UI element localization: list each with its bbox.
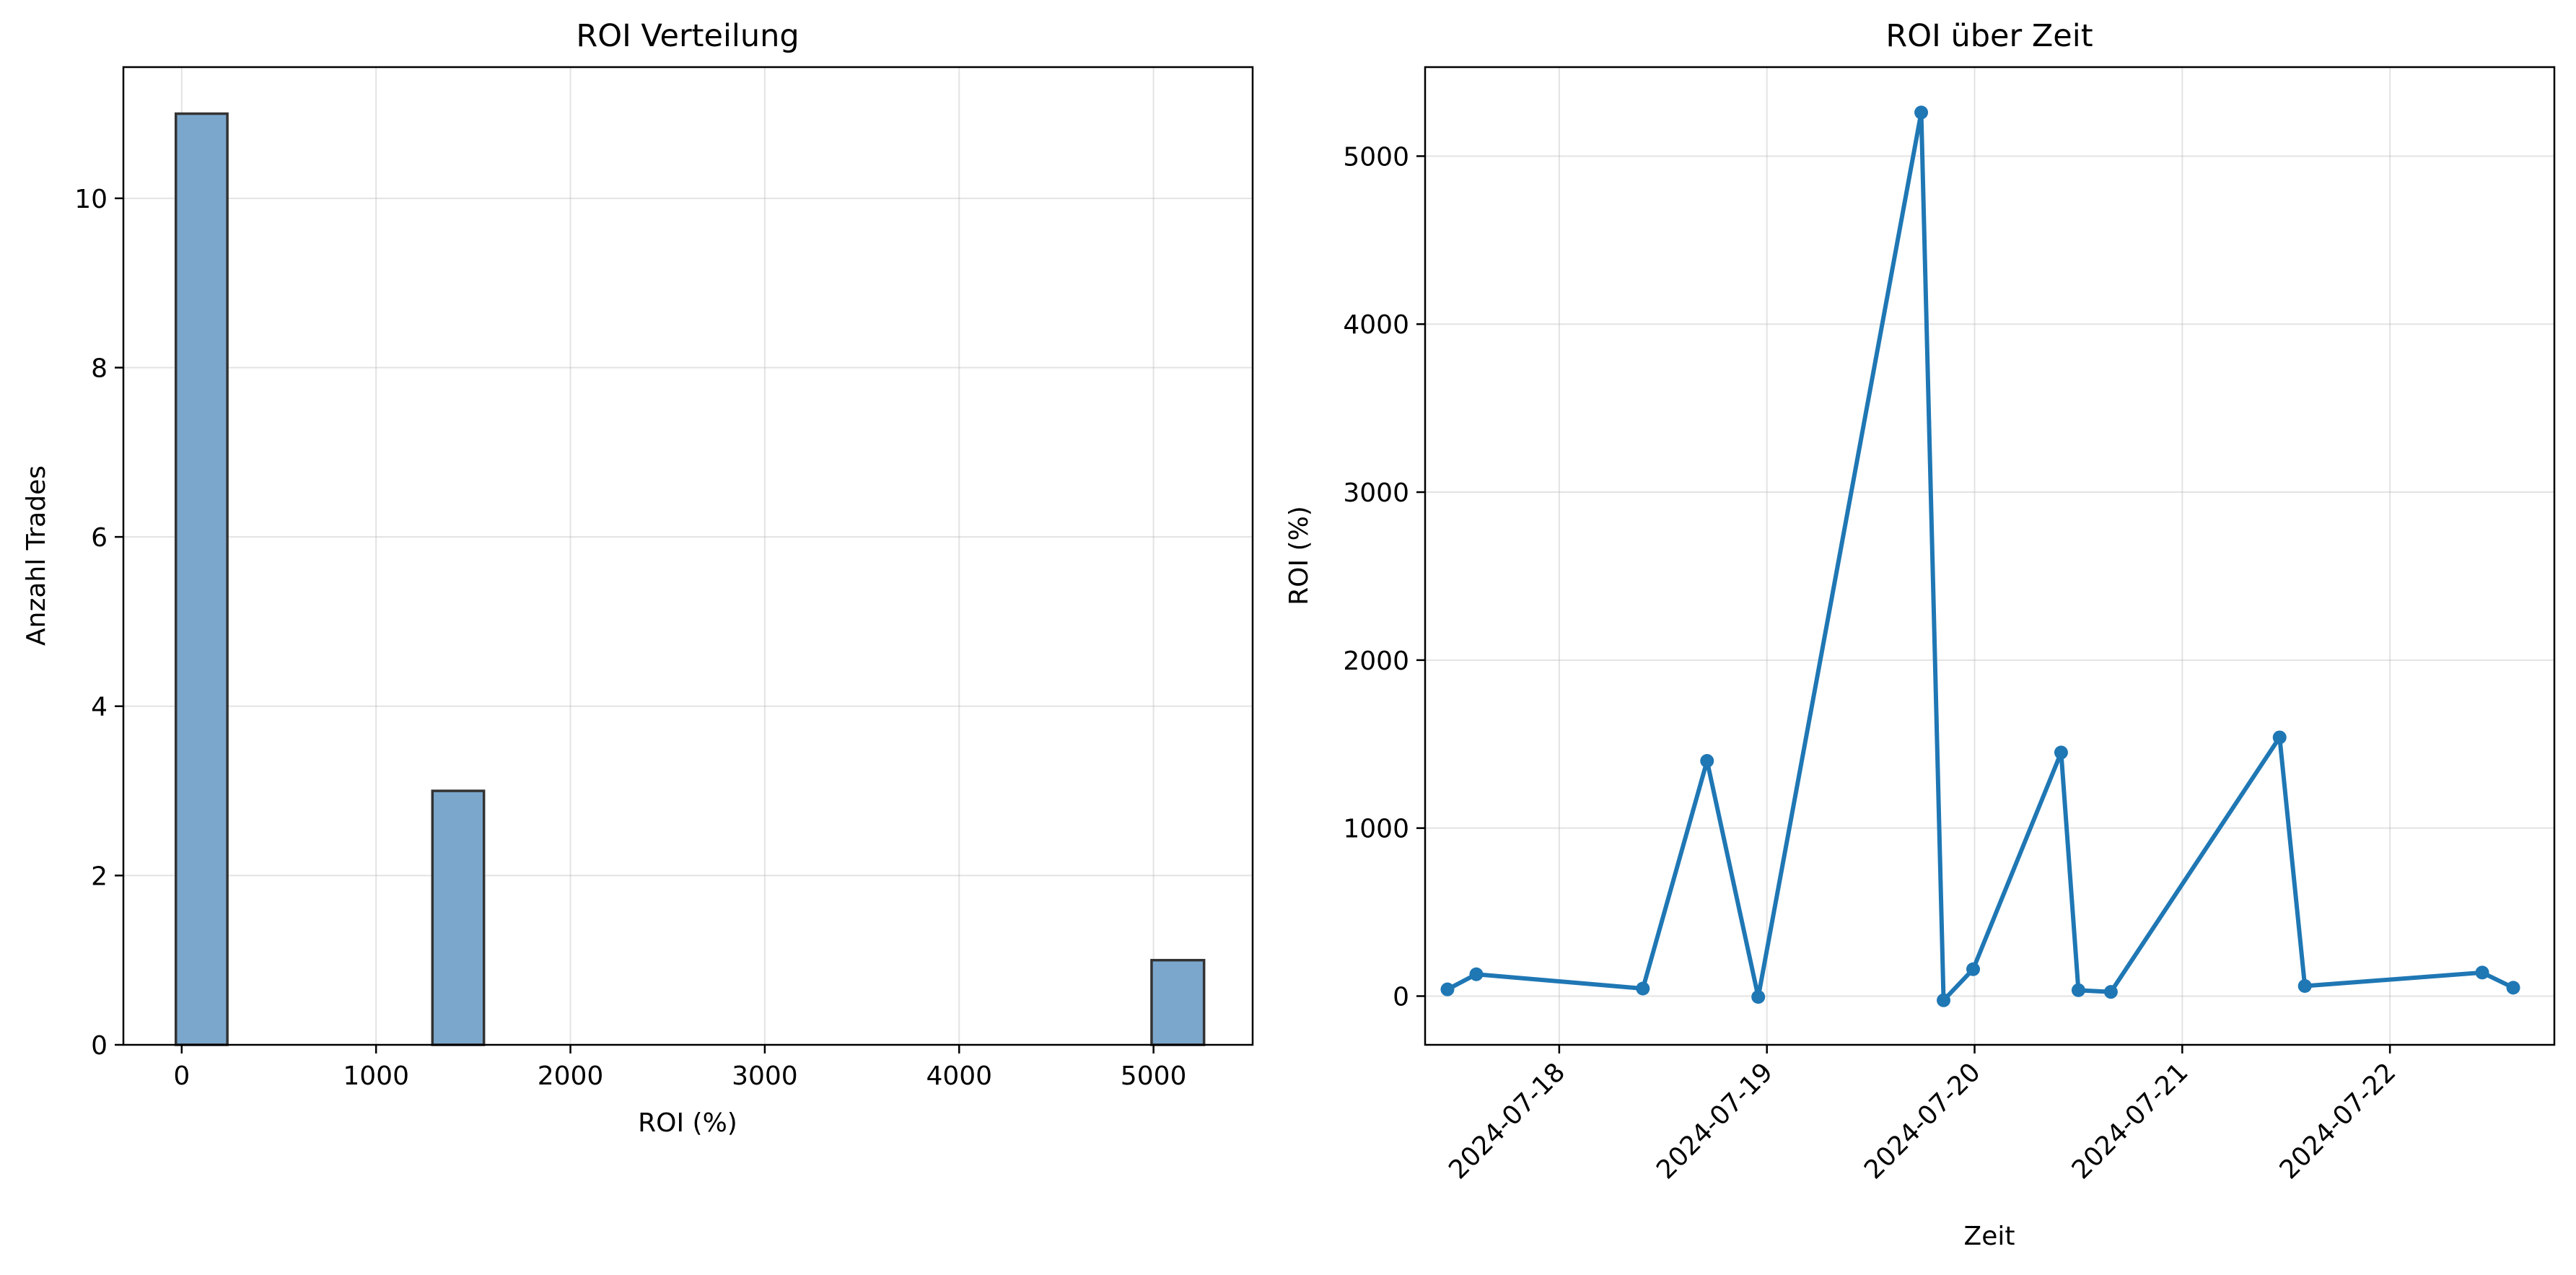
roi-time-y-tick-label: 2000 — [1343, 647, 1409, 676]
roi-time-line — [1446, 110, 2515, 1003]
roi-time-y-tick-label: 5000 — [1343, 142, 1409, 172]
histogram-bar — [431, 789, 486, 1046]
roi-time-point — [2506, 981, 2520, 995]
histogram-grid — [123, 67, 1253, 1046]
histogram-ylabel: Anzahl Trades — [22, 465, 51, 646]
roi-time-ylabel: ROI (%) — [1284, 506, 1314, 605]
histogram-ticks: 0 1000 2000 3000 4000 5000 0 2 4 6 8 10 — [74, 185, 1186, 1091]
histogram-y-tick-label: 0 — [91, 1031, 108, 1061]
roi-time-y-tick-label: 3000 — [1343, 478, 1409, 508]
roi-time-point — [1700, 754, 1714, 768]
roi-time-point — [1937, 993, 1951, 1007]
histogram-bar — [174, 112, 229, 1046]
histogram-bars — [174, 112, 1206, 1046]
histogram-x-tick-label: 4000 — [926, 1061, 992, 1091]
histogram-y-tick-label: 10 — [74, 185, 108, 214]
roi-time-point — [1751, 990, 1766, 1004]
roi-time-point — [2475, 965, 2489, 980]
roi-time-x-tick-label: 2024-07-18 — [1443, 1057, 1571, 1185]
roi-time-xlabel: Zeit — [1964, 1222, 2015, 1251]
histogram-x-tick-label: 5000 — [1121, 1061, 1187, 1091]
roi-time-y-tick-label: 4000 — [1343, 310, 1409, 340]
roi-time-point — [2054, 745, 2068, 760]
roi-time-point — [1914, 105, 1929, 120]
histogram-bar — [1150, 958, 1206, 1046]
histogram-x-tick-label: 3000 — [732, 1061, 798, 1091]
roi-time-series — [1440, 105, 2520, 1007]
histogram-y-tick-label: 8 — [91, 354, 108, 383]
roi-time-point — [2272, 730, 2287, 745]
roi-time-point — [1440, 982, 1455, 996]
histogram-x-tick-label: 2000 — [538, 1061, 604, 1091]
roi-time-point — [2071, 983, 2085, 997]
roi-time-frame — [1424, 66, 2556, 1046]
roi-time-point — [1966, 962, 1981, 976]
roi-time-x-tick-label: 2024-07-22 — [2274, 1057, 2402, 1185]
histogram-x-tick-label: 1000 — [343, 1061, 409, 1091]
roi-time-x-tick-label: 2024-07-20 — [1859, 1057, 1986, 1185]
histogram-title: ROI Verteilung — [576, 18, 799, 54]
roi-time-x-tick-label: 2024-07-21 — [2067, 1057, 2194, 1185]
roi-time-y-tick-label: 1000 — [1343, 815, 1409, 844]
roi-time-grid — [1425, 67, 2554, 1045]
roi-time-point — [1636, 981, 1650, 996]
roi-time-point — [2103, 985, 2118, 999]
histogram-panel: 0 1000 2000 3000 4000 5000 0 2 4 6 8 10 ROI Verteil… — [22, 18, 1254, 1138]
histogram-y-tick-label: 4 — [91, 693, 108, 722]
histogram-y-tick-label: 6 — [91, 523, 108, 553]
histogram-x-tick-label: 0 — [173, 1061, 190, 1091]
roi-time-y-tick-label: 0 — [1393, 982, 1409, 1012]
roi-time-point — [1469, 967, 1484, 981]
roi-time-title: ROI über Zeit — [1885, 18, 2093, 54]
roi-time-panel: 2024-07-18 2024-07-19 2024-07-20 2024-07-21… — [1284, 18, 2556, 1251]
roi-time-point — [2297, 979, 2312, 994]
histogram-frame — [122, 66, 1254, 1046]
histogram-y-tick-label: 2 — [91, 862, 108, 891]
roi-time-x-tick-label: 2024-07-19 — [1651, 1057, 1779, 1185]
histogram-xlabel: ROI (%) — [638, 1108, 737, 1138]
roi-time-ticks: 2024-07-18 2024-07-19 2024-07-20 2024-07-21… — [1343, 142, 2401, 1185]
